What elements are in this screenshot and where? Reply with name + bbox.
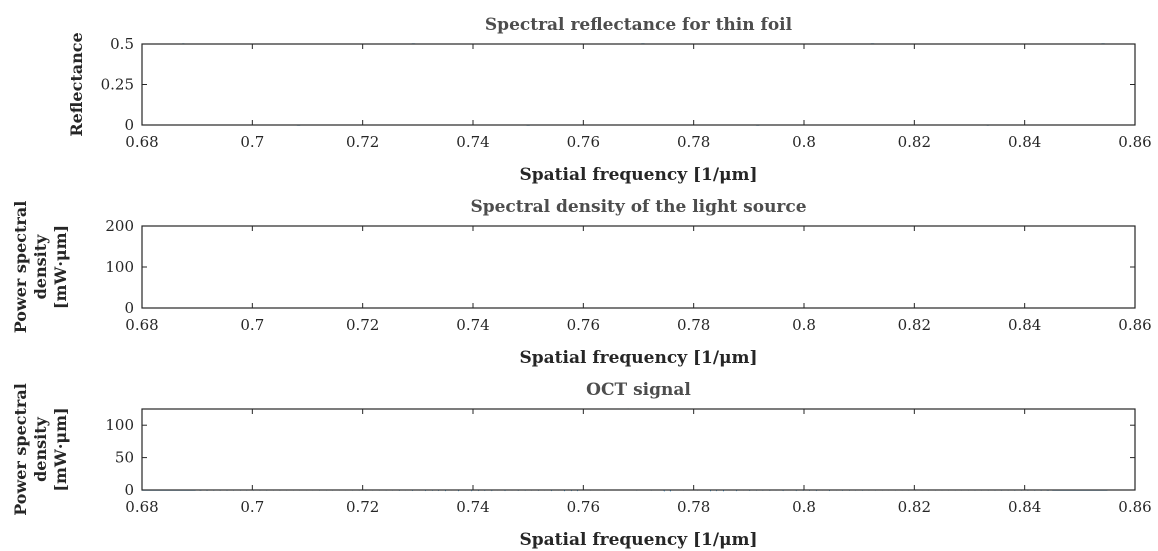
y-tick-label: 100 [105,416,134,434]
x-tick-label: 0.76 [567,498,600,516]
x-tick-label: 0.72 [346,316,379,334]
y-tick-label: 100 [105,258,134,276]
y-tick-label: 0.25 [101,76,134,94]
x-tick-label: 0.78 [677,133,710,151]
x-tick-label: 0.84 [1008,498,1041,516]
chart-title: Spectral reflectance for thin foil [485,15,793,35]
x-tick-label: 0.82 [898,498,931,516]
axes-frame [141,408,1136,491]
y-tick-label: 0.5 [110,35,134,53]
chart-title: OCT signal [586,380,691,400]
y-axis-label: [mW·μm] [51,407,70,491]
chart-title: Spectral density of the light source [470,197,806,217]
x-tick-label: 0.72 [346,133,379,151]
y-tick-label: 0 [124,116,134,134]
x-tick-label: 0.78 [677,316,710,334]
x-tick-label: 0.8 [792,133,816,151]
y-tick-label: 50 [115,449,134,467]
x-tick-label: 0.7 [240,498,264,516]
y-axis-label: density [31,234,50,299]
axes-frame [141,225,1136,309]
x-tick-label: 0.84 [1008,133,1041,151]
x-tick-label: 0.84 [1008,316,1041,334]
y-tick-label: 0 [124,299,134,317]
plot-3: 0.68 0.7 0.72 0.74 0.76 0.78 0.8 0.82 0.84 0.86 0 5… [11,380,1152,550]
x-tick-label: 0.68 [125,316,158,334]
x-tick-label: 0.68 [125,498,158,516]
x-tick-label: 0.74 [456,498,489,516]
x-tick-label: 0.74 [456,316,489,334]
x-tick-label: 0.7 [240,133,264,151]
x-tick-label: 0.8 [792,498,816,516]
y-axis-label: Power spectral [11,383,30,516]
plot-1: 0.68 0.7 0.72 0.74 0.76 0.78 0.8 0.82 0.84 0.86 0 0… [67,15,1152,185]
y-tick-label: 0 [124,481,134,499]
plot-2: 0.68 0.7 0.72 0.74 0.76 0.78 0.8 0.82 0.84 0.86 0 1… [11,197,1152,368]
axes-frame [141,43,1136,126]
x-axis-label: Spatial frequency [1/μm] [519,530,757,550]
x-tick-label: 0.86 [1118,498,1151,516]
x-tick-label: 0.86 [1118,316,1151,334]
x-tick-label: 0.82 [898,316,931,334]
y-axis-label: [mW·μm] [51,225,70,309]
x-tick-label: 0.76 [567,316,600,334]
y-axis-label: Power spectral [11,201,30,334]
x-tick-label: 0.8 [792,316,816,334]
x-tick-label: 0.82 [898,133,931,151]
x-tick-label: 0.86 [1118,133,1151,151]
x-tick-label: 0.68 [125,133,158,151]
x-tick-label: 0.72 [346,498,379,516]
x-axis-label: Spatial frequency [1/μm] [519,348,757,368]
x-axis-label: Spatial frequency [1/μm] [519,165,757,185]
y-axis-label: Reflectance [67,32,86,136]
x-tick-label: 0.78 [677,498,710,516]
x-tick-label: 0.74 [456,133,489,151]
x-tick-label: 0.7 [240,316,264,334]
x-tick-label: 0.76 [567,133,600,151]
y-axis-label: density [31,416,50,481]
y-tick-label: 200 [105,217,134,235]
